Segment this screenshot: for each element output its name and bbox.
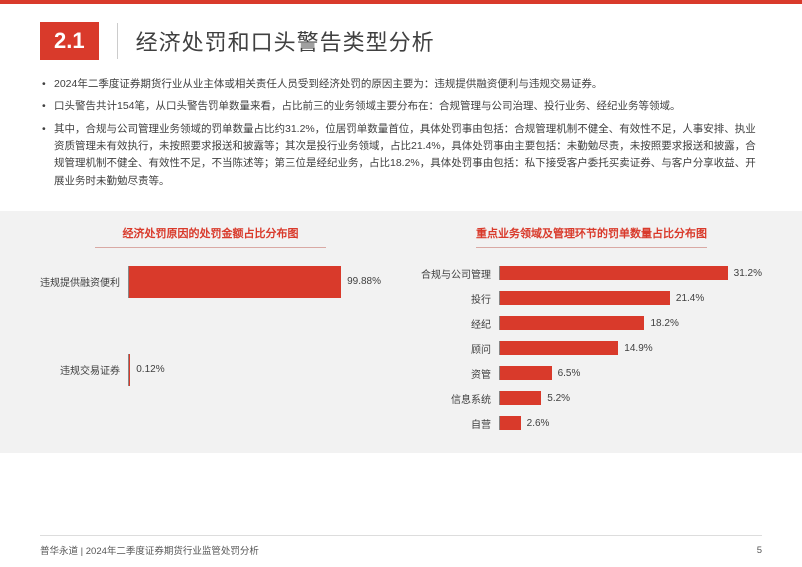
left-chart-title: 经济处罚原因的处罚金额占比分布图 [40,225,381,241]
hbar-label: 违规提供融资便利 [40,274,128,289]
section-number-badge: 2.1 [40,22,99,60]
hbar-fill [500,366,552,380]
hbar-label: 自营 [421,416,499,431]
hbar-track: 18.2% [499,316,762,330]
hbar-fill [500,291,670,305]
hbar-track: 0.12% [128,354,381,386]
hbar-fill [500,316,644,330]
hbar-value: 0.12% [136,364,164,375]
hbar-track: 2.6% [499,416,762,430]
page-title: 经济处罚和口头警告类型分析 [136,25,435,57]
hbar-row: 合规与公司管理 31.2% [421,266,762,281]
left-chart-underline [95,247,327,248]
hbar-row: 信息系统 5.2% [421,391,762,406]
hbar-row: 经纪 18.2% [421,316,762,331]
hbar-fill [129,266,341,298]
hbar-label: 信息系统 [421,391,499,406]
hbar-fill [500,391,541,405]
hbar-fill [129,354,130,386]
hbar-value: 2.6% [527,418,550,429]
hbar-label: 资管 [421,366,499,381]
bullet-item: 2024年二季度证券期货行业从业主体或相关责任人员受到经济处罚的原因主要为：违规… [40,76,762,93]
hbar-row: 自营 2.6% [421,416,762,431]
hbar-track: 5.2% [499,391,762,405]
hbar-track: 6.5% [499,366,762,380]
hbar-track: 14.9% [499,341,762,355]
hbar-row: 投行 21.4% [421,291,762,306]
header: 2.1 经济处罚和口头警告类型分析 [0,4,802,70]
hbar-track: 21.4% [499,291,762,305]
hbar-label: 投行 [421,291,499,306]
hbar-value: 21.4% [676,293,704,304]
hbar-track: 99.88% [128,266,381,298]
hbar-value: 18.2% [650,318,678,329]
footer: 普华永道 | 2024年二季度证券期货行业监管处罚分析 5 [0,535,802,567]
hbar-row: 顾问 14.9% [421,341,762,356]
left-chart-bars: 违规提供融资便利 99.88% 违规交易证券 0.12% [40,266,381,386]
hbar-row: 资管 6.5% [421,366,762,381]
hbar-track: 31.2% [499,266,762,280]
hbar-row: 违规交易证券 0.12% [40,354,381,386]
footer-page-number: 5 [757,545,762,556]
header-divider [117,23,118,59]
hbar-value: 14.9% [624,343,652,354]
left-chart: 经济处罚原因的处罚金额占比分布图 违规提供融资便利 99.88% 违规交易证券 0.1… [40,225,381,431]
hbar-value: 5.2% [547,393,570,404]
bullet-list: 2024年二季度证券期货行业从业主体或相关责任人员受到经济处罚的原因主要为：违规… [0,70,802,205]
hbar-fill [500,266,728,280]
right-chart: 重点业务领域及管理环节的罚单数量占比分布图 合规与公司管理 31.2% 投行 21.4… [421,225,762,431]
hbar-value: 99.88% [347,276,381,287]
footer-left-text: 普华永道 | 2024年二季度证券期货行业监管处罚分析 [40,543,259,557]
hbar-fill [500,416,521,430]
hbar-label: 顾问 [421,341,499,356]
charts-band: 经济处罚原因的处罚金额占比分布图 违规提供融资便利 99.88% 违规交易证券 0.1… [0,211,802,453]
hbar-label: 经纪 [421,316,499,331]
right-chart-bars: 合规与公司管理 31.2% 投行 21.4% 经纪 18.2% 顾问 14.9% 资管 6.5% 信… [421,266,762,431]
right-chart-underline [476,247,708,248]
right-chart-title: 重点业务领域及管理环节的罚单数量占比分布图 [421,225,762,241]
hbar-row: 违规提供融资便利 99.88% [40,266,381,298]
footer-divider [40,535,762,536]
hbar-value: 6.5% [558,368,581,379]
hbar-fill [500,341,618,355]
hbar-value: 31.2% [734,268,762,279]
bullet-item: 其中，合规与公司管理业务领域的罚单数量占比约31.2%，位居罚单数量首位，具体处… [40,121,762,190]
hbar-label: 合规与公司管理 [421,266,499,281]
bullet-item: 口头警告共计154笔，从口头警告罚单数量来看，占比前三的业务领域主要分布在：合规… [40,98,762,115]
hbar-label: 违规交易证券 [40,362,128,377]
